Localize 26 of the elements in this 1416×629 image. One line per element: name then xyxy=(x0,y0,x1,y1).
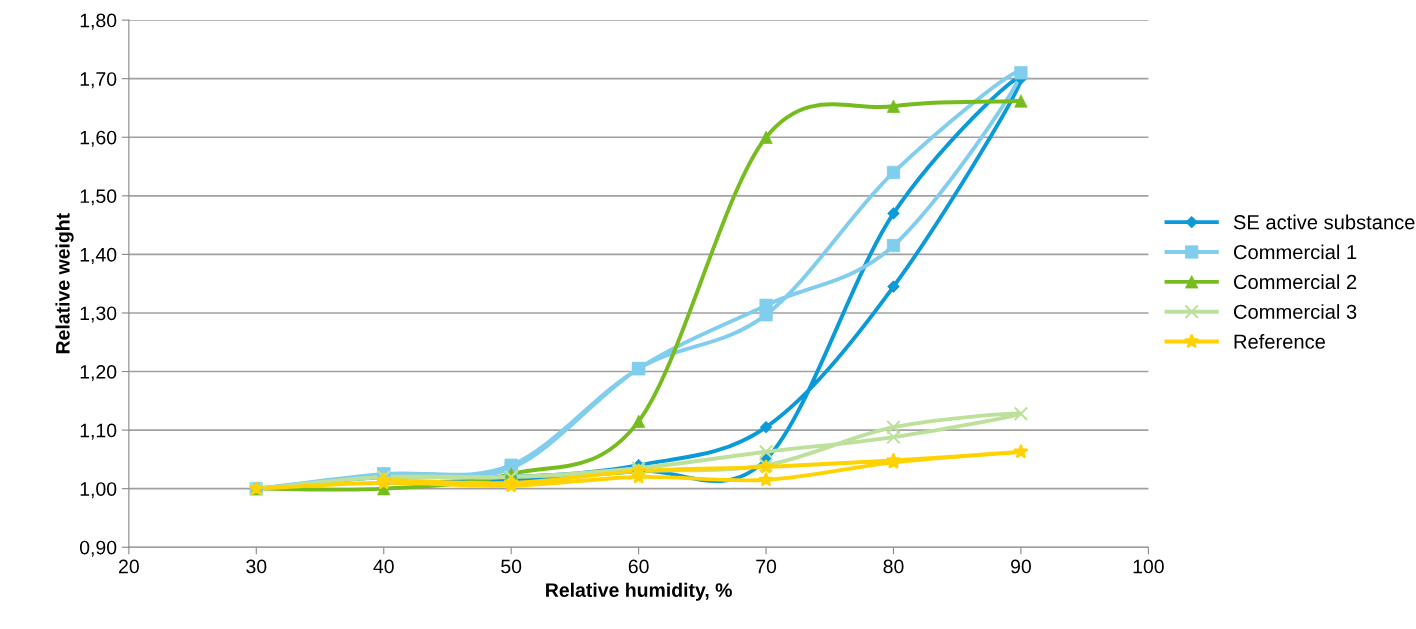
x-tick-label: 70 xyxy=(756,559,777,574)
legend-label: Commercial 2 xyxy=(1233,274,1357,290)
x-tick-label: 50 xyxy=(501,559,522,574)
y-tick-label: 1,70 xyxy=(80,72,117,89)
x-tick-label: 20 xyxy=(119,559,139,574)
y-tick-label: 0,90 xyxy=(79,540,117,557)
legend-label: SE active substance xyxy=(1233,214,1415,230)
legend-label: Commercial 1 xyxy=(1233,244,1357,260)
x-tick-label: 80 xyxy=(883,559,904,574)
y-tick-label: 1,60 xyxy=(80,130,117,147)
y-tick-label: 1,00 xyxy=(80,482,117,499)
x-tick-label: 60 xyxy=(628,559,649,574)
y-tick-label: 1,40 xyxy=(80,247,117,264)
legend-label: Commercial 3 xyxy=(1233,304,1357,319)
y-tick-label: 1,80 xyxy=(80,13,117,30)
x-axis-title: Relative humidity, % xyxy=(546,582,732,601)
y-tick-label: 1,10 xyxy=(80,423,117,440)
x-tick-label: 90 xyxy=(1011,559,1031,574)
x-tick-label: 100 xyxy=(1133,559,1164,574)
y-axis-title: Relative weight xyxy=(55,213,74,354)
legend-label: Reference xyxy=(1234,334,1325,349)
x-tick-label: 40 xyxy=(373,559,394,574)
y-tick-label: 1,50 xyxy=(80,189,117,206)
x-tick-label: 30 xyxy=(246,559,267,574)
y-tick-label: 1,30 xyxy=(80,306,117,323)
y-tick-label: 1,20 xyxy=(80,365,117,382)
